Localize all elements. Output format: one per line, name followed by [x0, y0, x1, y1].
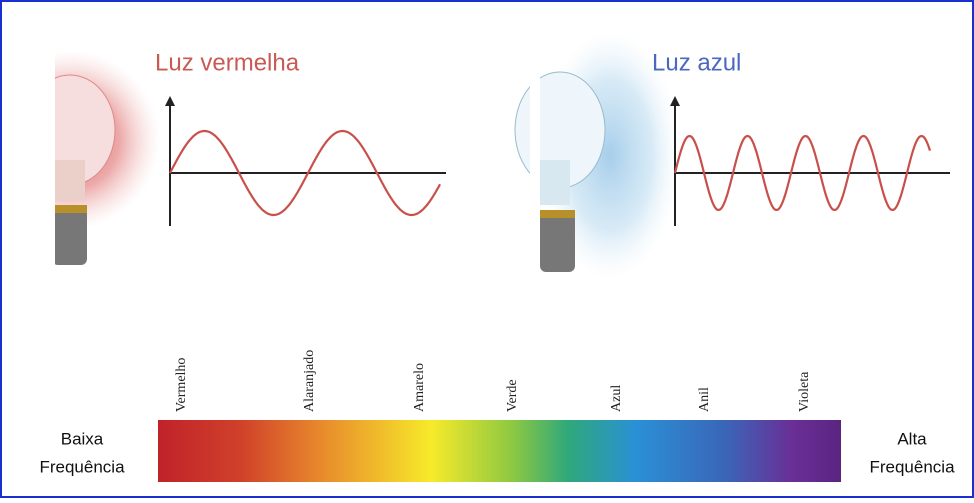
high-frequency-line2: Frequência	[869, 457, 955, 476]
high-frequency-line1: Alta	[897, 429, 927, 448]
blue-wave	[673, 135, 932, 211]
spectrum-label: Azul	[609, 385, 624, 412]
low-frequency-line1: Baixa	[61, 429, 104, 448]
spectrum-label: Amarelo	[412, 363, 427, 412]
spectrum-label: Alaranjado	[302, 350, 317, 412]
spectrum-label: Violeta	[797, 371, 812, 412]
blue-title: Luz azul	[652, 49, 741, 76]
blue-bulb	[514, 30, 680, 290]
red-title: Luz vermelha	[155, 49, 300, 76]
low-frequency-line2: Frequência	[39, 457, 125, 476]
spectrum-label: Anil	[697, 387, 712, 412]
red-wave	[169, 129, 441, 217]
spectrum-bar	[158, 420, 841, 482]
spectrum-label: Verde	[505, 379, 520, 412]
red-bulb	[55, 50, 160, 265]
spectrum-label: Vermelho	[174, 358, 189, 412]
